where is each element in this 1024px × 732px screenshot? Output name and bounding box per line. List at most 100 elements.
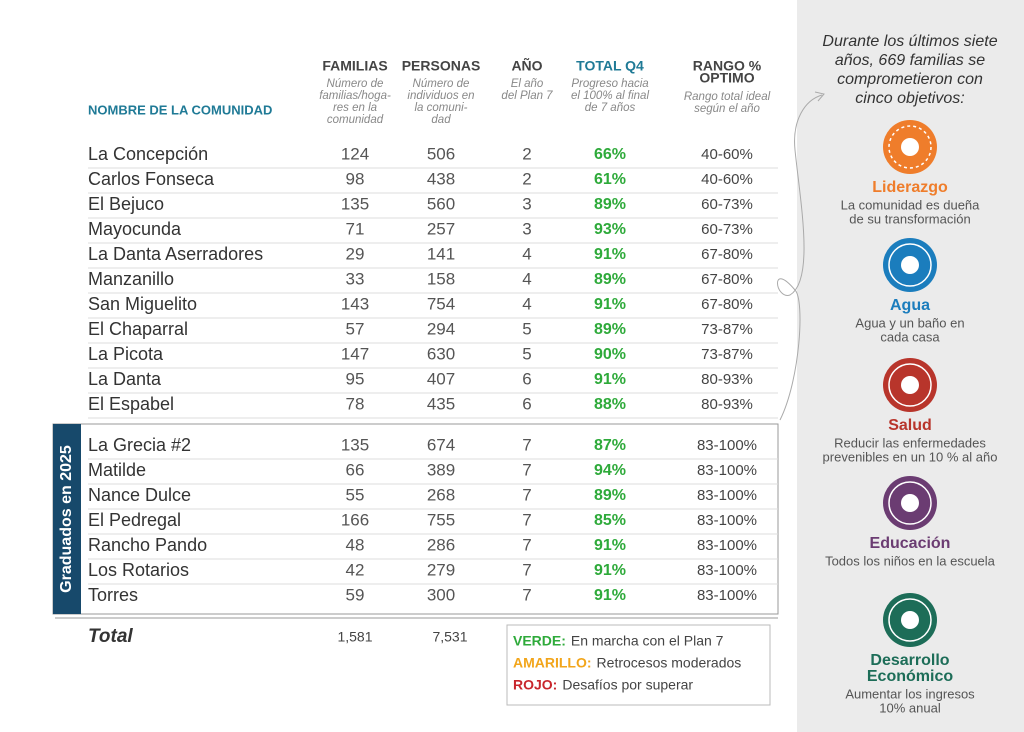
legend-key: VERDE: [513,633,566,649]
range: 67-80% [701,296,753,313]
cell: 506 [427,144,455,163]
goal-icon-glyph [901,256,919,274]
goal-title: Liderazgo [872,179,948,196]
total-label: Total [88,626,133,647]
header-title: RANGO % [693,58,762,74]
progress: 89% [594,196,626,213]
progress: 61% [594,171,626,188]
goal-title: Económico [867,668,953,685]
cell: 407 [427,369,455,388]
graduated-label: Graduados en 2025 [58,445,75,593]
goal-text: Todos los niños en la escuela [825,553,996,568]
progress: 91% [594,246,626,263]
cell: 674 [427,435,455,454]
cell: 279 [427,560,455,579]
cell: 98 [346,169,365,188]
goal-text: prevenibles en un 10 % al año [823,449,998,464]
range: 60-73% [701,196,753,213]
cell: 135 [341,435,369,454]
cell: 7 [522,535,531,554]
goal-text: de su transformación [849,211,970,226]
cell: 560 [427,194,455,213]
cell: 755 [427,510,455,529]
header-title: OPTIMO [699,70,754,86]
goal-icon-ring [888,598,932,642]
header-note: del Plan 7 [501,90,553,102]
cell: 29 [346,244,365,263]
cell: 5 [522,344,531,363]
cell: 294 [427,319,455,338]
header-note: Progreso hacia [571,78,648,90]
header-note: la comuni- [414,102,467,114]
goal-text: Reducir las enfermedades [834,435,986,450]
header-note: el 100% al final [571,90,649,102]
community-name: El Espabel [88,394,174,414]
goal-icon-ring [888,243,932,287]
cell: 5 [522,319,531,338]
range: 67-80% [701,271,753,288]
progress: 66% [594,146,626,163]
goal-title: Salud [888,417,932,434]
legend-key: ROJO: [513,677,557,693]
cell: 166 [341,510,369,529]
cell: 300 [427,585,455,604]
header-note: dad [431,114,451,126]
goal-title: Agua [890,297,930,314]
cell: 3 [522,219,531,238]
legend-text: Desafíos por superar [562,677,693,693]
goal-icon-glyph [901,138,919,156]
community-name: Rancho Pando [88,535,207,555]
cell: 66 [346,460,365,479]
header-note: de 7 años [585,102,636,114]
progress: 89% [594,487,626,504]
cell: 135 [341,194,369,213]
cell: 48 [346,535,365,554]
cell: 389 [427,460,455,479]
cell: 57 [346,319,365,338]
legend-text: En marcha con el Plan 7 [571,633,724,649]
cell: 268 [427,485,455,504]
progress: 85% [594,512,626,529]
community-name: El Chaparral [88,319,188,339]
cell: 4 [522,244,531,263]
cell: 3 [522,194,531,213]
cell: 7 [522,435,531,454]
header-note: Rango total ideal [684,91,771,103]
cell: 33 [346,269,365,288]
progress: 91% [594,371,626,388]
goal-text: Agua y un baño en [855,315,964,330]
range: 83-100% [697,437,757,454]
header-note: comunidad [327,114,384,126]
cell: 4 [522,269,531,288]
community-name: Carlos Fonseca [88,169,215,189]
community-name: Torres [88,585,138,605]
community-name: La Grecia #2 [88,435,191,455]
cell: 7 [522,560,531,579]
progress: 91% [594,296,626,313]
total-personas: 7,531 [432,629,467,645]
goal-icon-ring [888,363,932,407]
range: 60-73% [701,221,753,238]
cell: 141 [427,244,455,263]
cell: 147 [341,344,369,363]
range: 80-93% [701,396,753,413]
community-name: Los Rotarios [88,560,189,580]
community-name: San Miguelito [88,294,197,314]
cell: 257 [427,219,455,238]
legend-text: Retrocesos moderados [597,655,742,671]
intro: comprometieron con [837,71,983,88]
cell: 55 [346,485,365,504]
header-title: FAMILIAS [322,58,387,74]
cell: 158 [427,269,455,288]
header-note: Número de [413,78,470,90]
header-note: familias/hoga- [319,90,391,102]
progress: 93% [594,221,626,238]
cell: 6 [522,394,531,413]
progress: 91% [594,587,626,604]
header-title: PERSONAS [402,58,481,74]
legend-key: AMARILLO: [513,655,592,671]
cell: 630 [427,344,455,363]
header-note: res en la [333,102,377,114]
progress: 94% [594,462,626,479]
connector-arrow [777,94,823,421]
